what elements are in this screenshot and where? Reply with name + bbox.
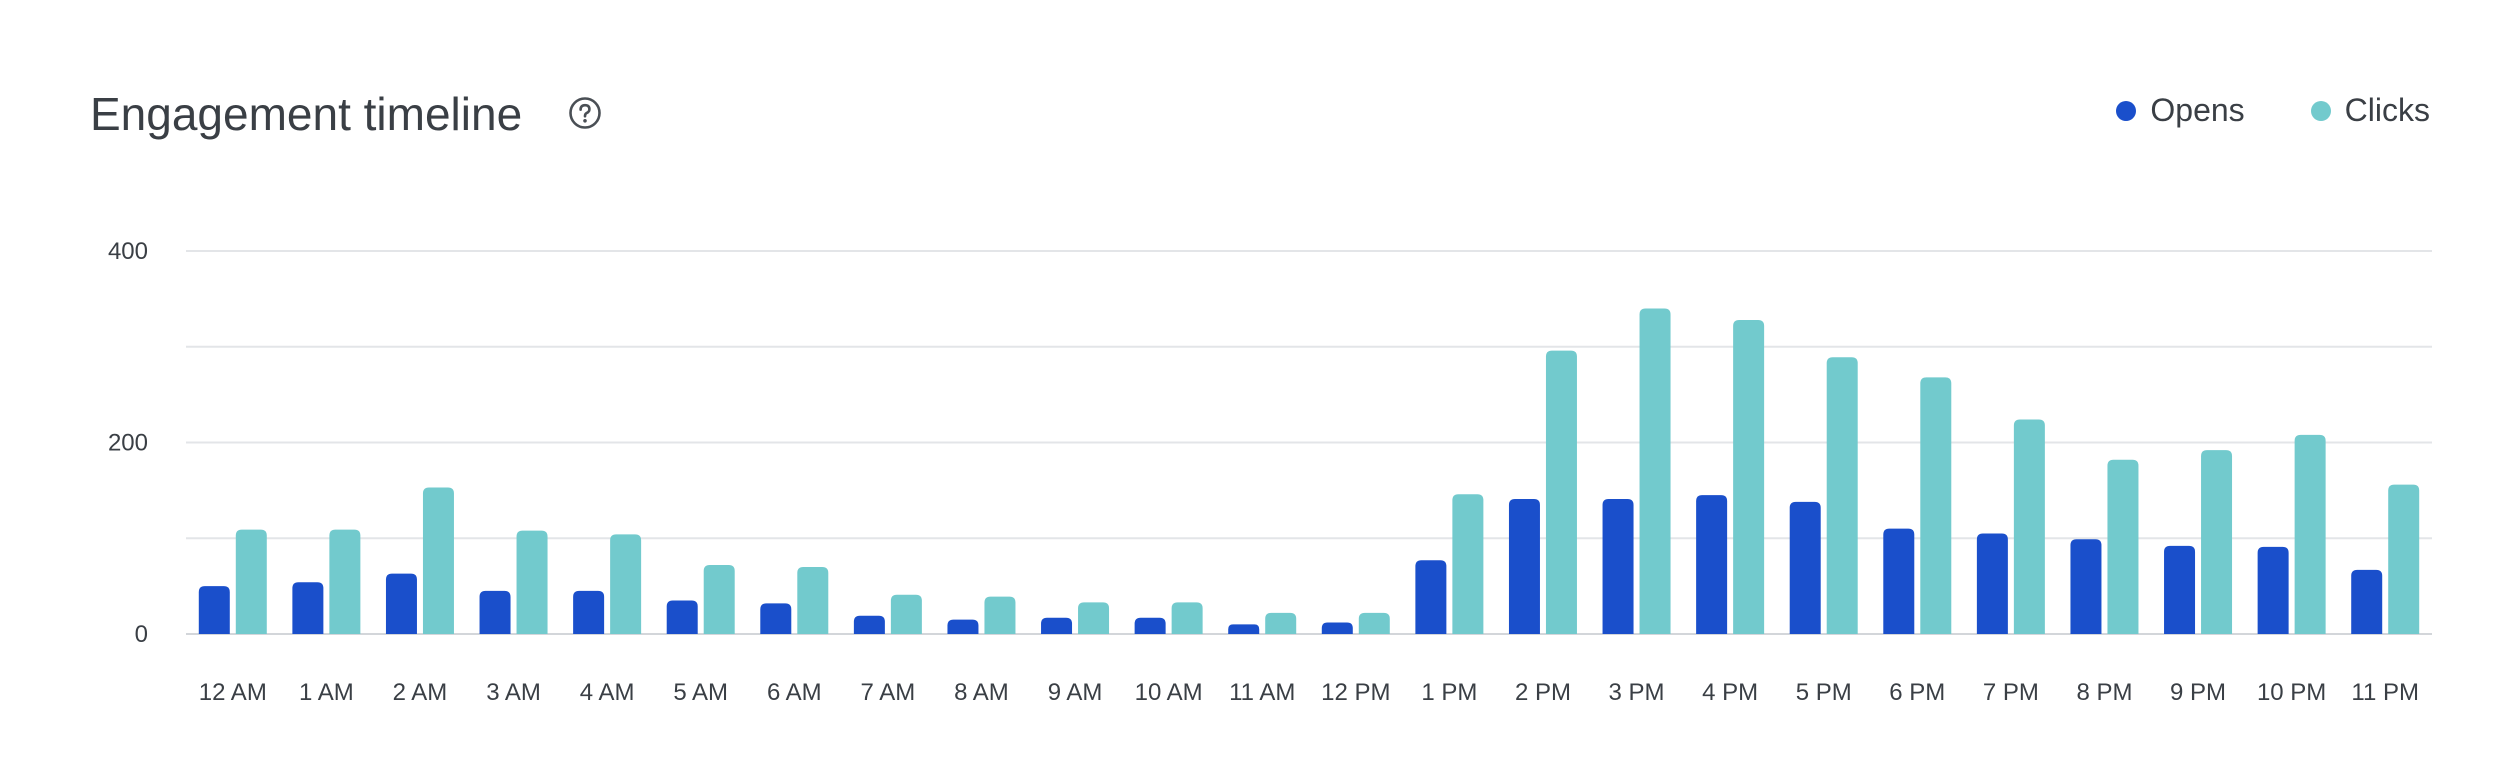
bar-opens[interactable] bbox=[1508, 498, 1540, 634]
bar-opens[interactable] bbox=[1883, 528, 1915, 634]
bar-clicks[interactable] bbox=[329, 529, 361, 634]
bar-clicks[interactable] bbox=[1171, 602, 1203, 634]
bar-opens[interactable] bbox=[1228, 624, 1260, 634]
legend-dot-clicks bbox=[2310, 100, 2331, 121]
x-tick-label: 6 PM bbox=[1889, 679, 1945, 706]
bar-clicks[interactable] bbox=[1452, 494, 1484, 634]
x-tick-label: 5 AM bbox=[673, 679, 728, 706]
x-tick-label: 10 PM bbox=[2257, 679, 2326, 706]
bar-opens[interactable] bbox=[573, 590, 605, 634]
bar-clicks[interactable] bbox=[1545, 350, 1577, 634]
bar-clicks[interactable] bbox=[235, 529, 267, 634]
bar-clicks[interactable] bbox=[2388, 484, 2420, 634]
bar-clicks[interactable] bbox=[2201, 450, 2233, 634]
y-tick-label: 400 bbox=[108, 238, 148, 265]
bar-opens[interactable] bbox=[1602, 498, 1634, 634]
bar-clicks[interactable] bbox=[516, 530, 548, 634]
x-tick-label: 2 PM bbox=[1515, 679, 1571, 706]
bar-opens[interactable] bbox=[1696, 495, 1728, 634]
bar-opens[interactable] bbox=[1041, 617, 1073, 634]
bar-clicks[interactable] bbox=[1639, 308, 1671, 634]
bar-clicks[interactable] bbox=[797, 566, 829, 634]
x-tick-label: 8 AM bbox=[954, 679, 1009, 706]
bar-opens[interactable] bbox=[760, 603, 792, 634]
y-tick-label: 200 bbox=[108, 430, 148, 457]
x-tick-label: 10 AM bbox=[1135, 679, 1203, 706]
bar-clicks[interactable] bbox=[2294, 434, 2326, 634]
bar-opens[interactable] bbox=[1415, 560, 1447, 634]
bar-opens[interactable] bbox=[292, 582, 324, 634]
bar-clicks[interactable] bbox=[1733, 319, 1765, 634]
y-tick-label: 0 bbox=[135, 621, 148, 648]
x-tick-label: 7 PM bbox=[1983, 679, 2039, 706]
x-tick-label: 9 AM bbox=[1048, 679, 1103, 706]
bar-clicks[interactable] bbox=[890, 594, 922, 634]
legend-label-opens: Opens bbox=[2150, 92, 2245, 128]
legend-item-clicks[interactable]: Clicks bbox=[2310, 92, 2430, 129]
bar-opens[interactable] bbox=[666, 600, 698, 634]
x-tick-label: 12 PM bbox=[1321, 679, 1390, 706]
bar-clicks[interactable] bbox=[2013, 419, 2045, 634]
bar-clicks[interactable] bbox=[422, 487, 454, 634]
bar-opens[interactable] bbox=[2164, 545, 2196, 634]
x-tick-label: 1 AM bbox=[299, 679, 354, 706]
bar-opens[interactable] bbox=[2070, 539, 2102, 634]
question-circle-icon[interactable] bbox=[568, 96, 602, 130]
bar-opens[interactable] bbox=[2351, 569, 2383, 634]
bar-opens[interactable] bbox=[385, 573, 417, 634]
bar-clicks[interactable] bbox=[1358, 612, 1390, 634]
chart-title: Engagement timeline bbox=[90, 88, 523, 140]
x-tick-label: 8 PM bbox=[2076, 679, 2132, 706]
bar-opens[interactable] bbox=[1134, 617, 1166, 634]
x-tick-label: 11 AM bbox=[1229, 679, 1295, 706]
bar-opens[interactable] bbox=[1976, 533, 2008, 634]
x-tick-label: 3 AM bbox=[486, 679, 541, 706]
bar-opens[interactable] bbox=[853, 615, 885, 634]
bar-clicks[interactable] bbox=[610, 534, 642, 634]
bar-opens[interactable] bbox=[1321, 622, 1353, 634]
x-tick-label: 4 AM bbox=[580, 679, 635, 706]
bar-opens[interactable] bbox=[198, 586, 230, 634]
bar-opens[interactable] bbox=[479, 590, 511, 634]
chart-legend: Opens Clicks bbox=[2116, 92, 2430, 129]
legend-dot-opens bbox=[2116, 100, 2137, 121]
x-tick-label: 4 PM bbox=[1702, 679, 1758, 706]
bar-clicks[interactable] bbox=[1078, 602, 1110, 634]
x-tick-label: 6 AM bbox=[767, 679, 822, 706]
bar-clicks[interactable] bbox=[2107, 459, 2139, 634]
x-tick-label: 2 AM bbox=[393, 679, 448, 706]
bar-opens[interactable] bbox=[947, 619, 979, 634]
bar-opens[interactable] bbox=[2257, 546, 2289, 634]
x-tick-label: 7 AM bbox=[861, 679, 916, 706]
x-tick-label: 3 PM bbox=[1609, 679, 1665, 706]
legend-item-opens[interactable]: Opens bbox=[2116, 92, 2245, 129]
x-tick-label: 9 PM bbox=[2170, 679, 2226, 706]
x-tick-label: 12 AM bbox=[199, 679, 267, 706]
x-tick-label: 5 PM bbox=[1796, 679, 1852, 706]
x-tick-label: 1 PM bbox=[1421, 679, 1477, 706]
bar-clicks[interactable] bbox=[1265, 612, 1297, 634]
bar-clicks[interactable] bbox=[1826, 357, 1858, 634]
bar-clicks[interactable] bbox=[703, 565, 735, 634]
bar-clicks[interactable] bbox=[1920, 377, 1952, 634]
bar-opens[interactable] bbox=[1789, 501, 1821, 634]
bar-clicks[interactable] bbox=[984, 596, 1016, 634]
x-tick-label: 11 PM bbox=[2351, 679, 2419, 706]
legend-label-clicks: Clicks bbox=[2344, 92, 2430, 128]
